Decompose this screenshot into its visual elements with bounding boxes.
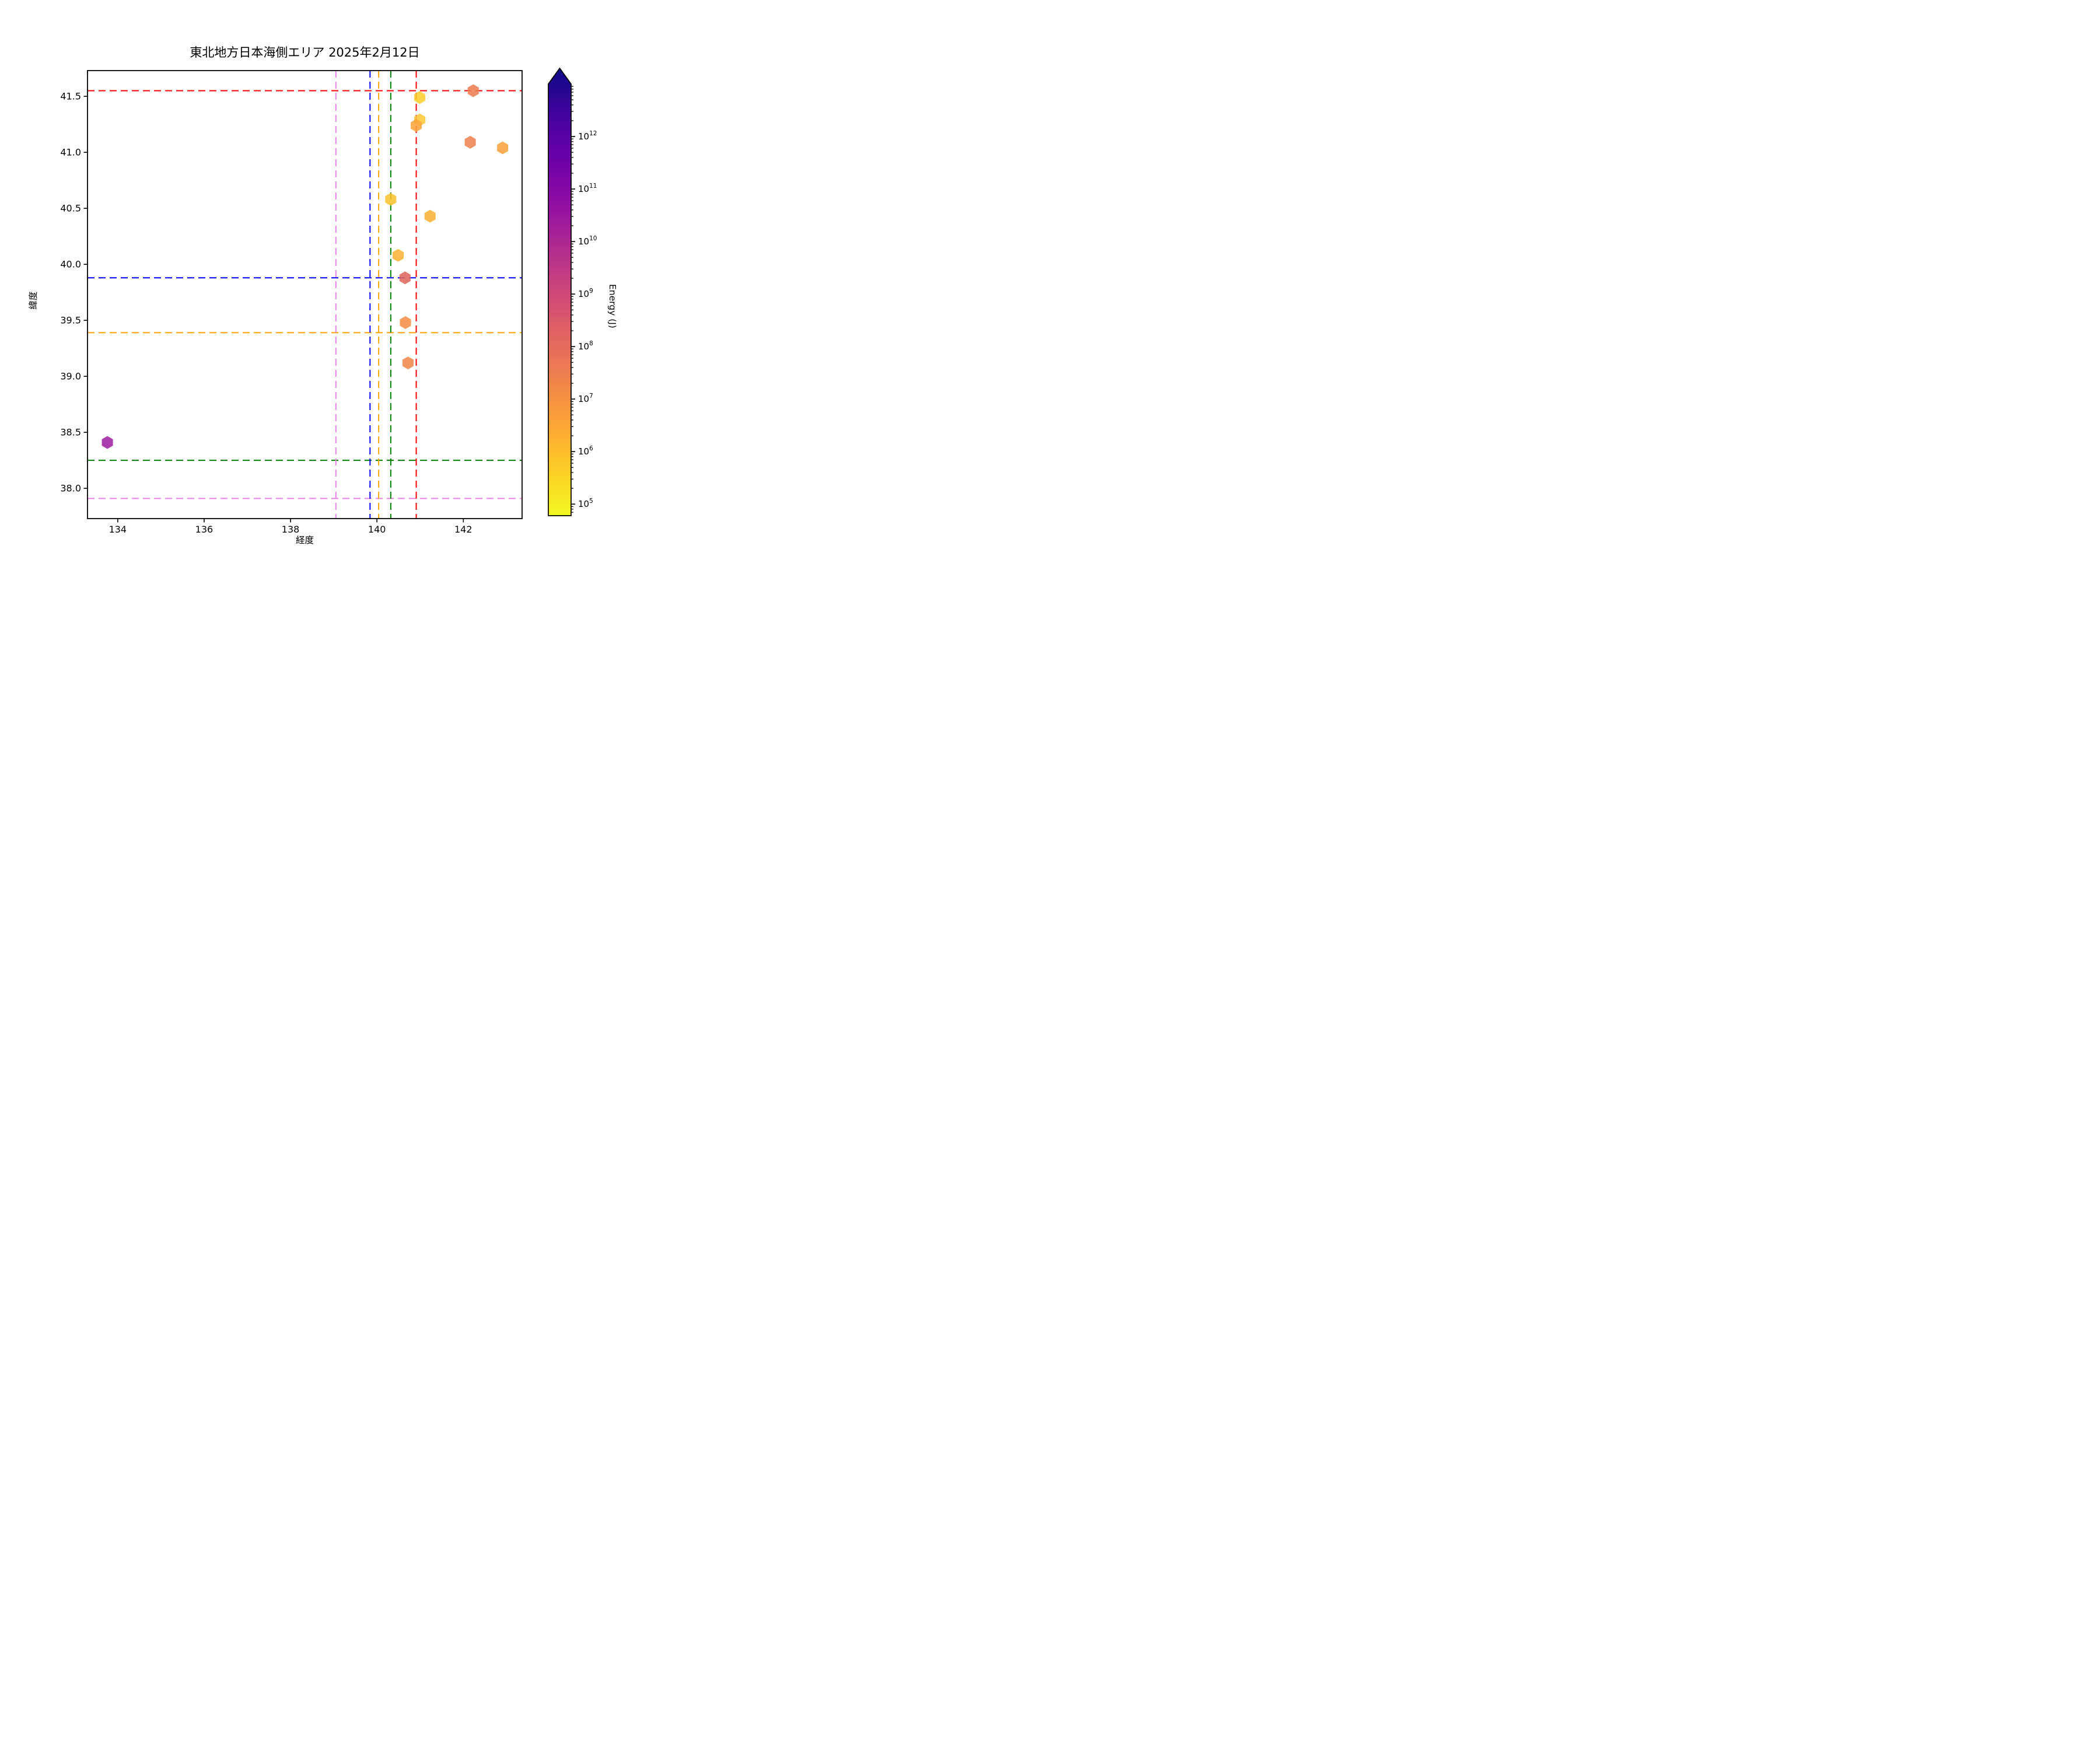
chart-svg: 134 136 138 140 142 41.5 41.0 40.5 40.0 39.5 39.0 3… [60,67,597,535]
data-point [411,119,422,132]
data-point [497,141,509,155]
plot-border [87,70,523,519]
colorbar-tick-label: 105 [578,498,593,509]
colorbar-tick-label: 106 [578,445,593,457]
data-point [467,84,479,97]
plot-area [88,71,522,519]
figure-canvas: 134 136 138 140 142 41.5 41.0 40.5 40.0 39.5 39.0 3… [0,0,700,583]
y-axis-label: 緯度 [28,291,38,310]
y-tick-label: 38.0 [60,483,81,494]
y-tick-label: 39.0 [60,371,81,382]
x-tick-label: 136 [195,524,214,535]
x-tick-label: 138 [282,524,300,535]
data-point [414,91,426,104]
y-tick-label: 40.0 [60,259,81,270]
x-tick-label: 134 [109,524,127,535]
chart-title: 東北地方日本海側エリア 2025年2月12日 [190,46,420,60]
colorbar-tick-label: 1011 [578,183,597,194]
colorbar-tick-label: 109 [578,288,593,299]
colorbar-tick-label: 1012 [578,130,597,142]
data-point [385,192,397,206]
y-tick-label: 39.5 [60,315,81,326]
data-point [399,271,411,285]
colorbar-tick-label: 108 [578,340,593,352]
y-tick-label: 41.0 [60,147,81,158]
data-point [102,436,113,449]
y-tick-label: 38.5 [60,427,81,438]
x-tick-label: 140 [368,524,386,535]
data-point [392,249,404,262]
colorbar-label: Energy (J) [607,284,618,328]
y-tick-label: 41.5 [60,91,81,102]
x-axis-label: 経度 [295,535,314,545]
data-point [464,135,476,149]
data-point [424,209,436,223]
colorbar [548,67,572,516]
data-point [400,316,411,329]
colorbar-tick-label: 107 [578,393,593,404]
colorbar-tick-label: 1010 [578,235,597,247]
data-point [402,356,414,370]
y-tick-label: 40.5 [60,203,81,214]
x-tick-label: 142 [454,524,473,535]
